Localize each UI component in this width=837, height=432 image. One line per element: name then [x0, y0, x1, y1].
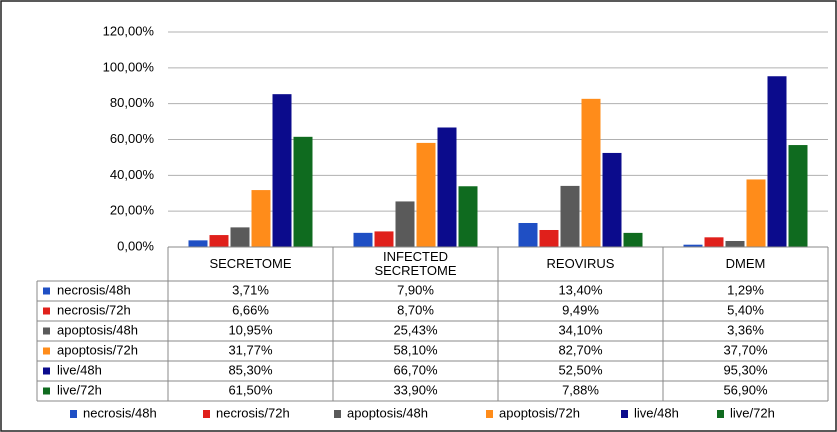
x-tick-label: SECRETOME — [209, 256, 292, 271]
legend-swatch — [486, 410, 493, 418]
row-label: apoptosis/72h — [57, 342, 138, 357]
y-tick-label: 20,00% — [110, 203, 155, 218]
bar — [416, 142, 436, 247]
table-value: 10,95% — [228, 322, 273, 337]
legend-swatch — [717, 410, 724, 418]
legend-label: apoptosis/72h — [499, 405, 580, 420]
bar — [602, 152, 622, 247]
table-value: 33,90% — [393, 382, 438, 397]
table-value: 58,10% — [393, 342, 438, 357]
bar — [353, 232, 373, 247]
bar — [704, 237, 724, 247]
category-cell: SECRETOME — [209, 256, 292, 271]
category-cell: REOVIRUS — [546, 256, 615, 271]
table-value: 25,43% — [393, 322, 438, 337]
table-value: 56,90% — [723, 382, 768, 397]
table-value: 3,71% — [232, 282, 269, 297]
y-tick-label: 120,00% — [103, 23, 155, 38]
y-tick-label: 0,00% — [117, 238, 154, 253]
table-value: 7,88% — [562, 382, 599, 397]
legend-swatch — [203, 410, 210, 418]
category-cell: DMEM — [725, 256, 766, 271]
bar — [272, 94, 292, 247]
y-tick-label: 40,00% — [110, 167, 155, 182]
table-value: 37,70% — [723, 342, 768, 357]
legend-swatch — [43, 307, 50, 315]
legend-swatch — [70, 410, 77, 418]
legend-swatch — [43, 287, 50, 295]
row-label: apoptosis/48h — [57, 322, 138, 337]
x-tick-label: DMEM — [725, 256, 766, 271]
row-label: live/72h — [57, 382, 102, 397]
bar — [251, 190, 271, 247]
legend-swatch — [334, 410, 341, 418]
table-value: 3,36% — [727, 322, 764, 337]
table-value: 61,50% — [228, 382, 273, 397]
y-tick-label: 80,00% — [110, 95, 155, 110]
category-cell: INFECTED SECRETOME — [374, 249, 457, 278]
bar — [683, 244, 703, 247]
table-value: 5,40% — [727, 302, 764, 317]
row-label: necrosis/48h — [57, 282, 131, 297]
table-value: 8,70% — [397, 302, 434, 317]
legend-swatch — [621, 410, 628, 418]
bar — [374, 231, 394, 247]
bar — [560, 185, 580, 247]
x-tick-label: REOVIRUS — [546, 256, 615, 271]
y-tick-label: 100,00% — [103, 59, 155, 74]
table-value: 9,49% — [562, 302, 599, 317]
table-value: 52,50% — [558, 362, 603, 377]
bar — [623, 232, 643, 247]
table-value: 13,40% — [558, 282, 603, 297]
legend-swatch — [43, 387, 50, 395]
row-label: necrosis/72h — [57, 302, 131, 317]
bar — [581, 98, 601, 248]
table-value: 85,30% — [228, 362, 273, 377]
bar — [395, 201, 415, 247]
bar — [293, 136, 313, 247]
table-value: 34,10% — [558, 322, 603, 337]
y-tick-label: 60,00% — [110, 131, 155, 146]
table-value: 1,29% — [727, 282, 764, 297]
table-value: 7,90% — [397, 282, 434, 297]
bar — [437, 127, 457, 247]
bar — [209, 235, 229, 247]
bar — [725, 240, 745, 247]
table-value: 95,30% — [723, 362, 768, 377]
legend-label: live/72h — [730, 405, 775, 420]
bar — [518, 222, 538, 247]
table-value: 31,77% — [228, 342, 273, 357]
bar — [767, 76, 787, 247]
legend-label: live/48h — [634, 405, 679, 420]
legend-swatch — [43, 327, 50, 335]
legend-label: necrosis/72h — [216, 405, 290, 420]
bar — [788, 145, 808, 247]
table-value: 6,66% — [232, 302, 269, 317]
table-value: 66,70% — [393, 362, 438, 377]
legend-swatch — [43, 367, 50, 375]
legend-label: apoptosis/48h — [347, 405, 428, 420]
bar — [539, 229, 559, 247]
legend-swatch — [43, 347, 50, 355]
x-tick-label: INFECTED SECRETOME — [374, 249, 457, 278]
row-label: live/48h — [57, 362, 102, 377]
bar — [230, 227, 250, 247]
table-value: 82,70% — [558, 342, 603, 357]
bar — [458, 186, 478, 247]
legend-label: necrosis/48h — [83, 405, 157, 420]
bar — [746, 179, 766, 247]
bar — [188, 240, 208, 247]
